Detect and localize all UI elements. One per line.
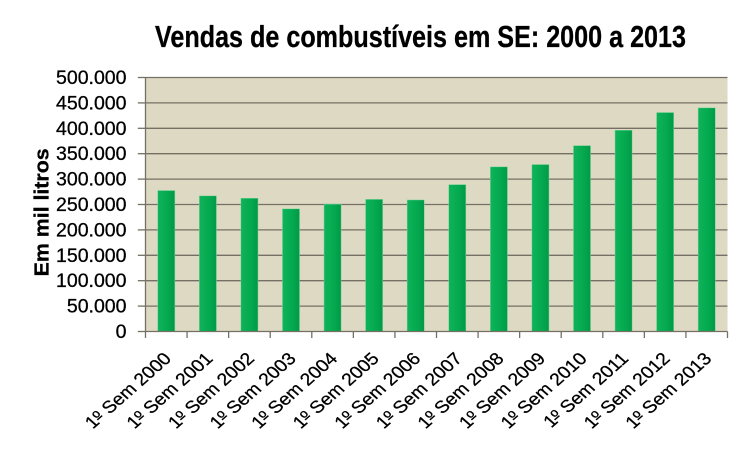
svg-text:150.000: 150.000 [56,245,127,267]
svg-text:Em mil litros: Em mil litros [30,148,53,276]
svg-text:500.000: 500.000 [56,67,127,89]
svg-text:0: 0 [116,321,127,343]
svg-text:400.000: 400.000 [56,118,127,140]
svg-text:350.000: 350.000 [56,143,127,165]
svg-text:450.000: 450.000 [56,92,127,114]
svg-text:Vendas de combustíveis em SE:: Vendas de combustíveis em SE: 2000 a 201… [155,19,686,54]
svg-text:200.000: 200.000 [56,219,127,241]
svg-text:300.000: 300.000 [56,169,127,191]
svg-text:100.000: 100.000 [56,270,127,292]
svg-text:50.000: 50.000 [67,296,127,318]
svg-text:250.000: 250.000 [56,194,127,216]
